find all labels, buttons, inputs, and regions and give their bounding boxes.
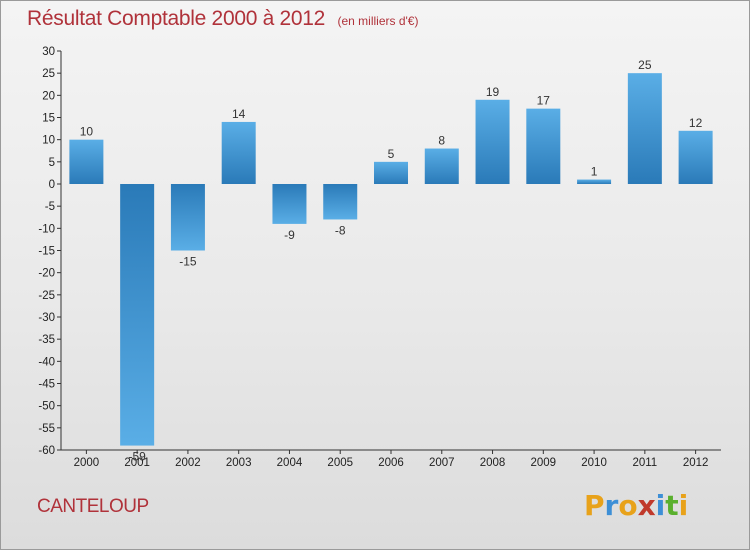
x-tick-label: 2003	[226, 457, 252, 469]
label-layer: 10 -59 -15 14 -9 -8 5 8 19 17 1 25 12	[80, 58, 703, 463]
x-tick-label: 2009	[531, 457, 557, 469]
value-label-2003: 14	[232, 107, 246, 121]
chart-subtitle: (en milliers d'€)	[337, 14, 419, 28]
value-label-2010: 1	[591, 165, 598, 179]
bar-2003	[221, 121, 256, 184]
value-label-2001: -59	[128, 450, 146, 464]
y-tick-label: -35	[38, 334, 55, 346]
value-label-2009: 17	[537, 94, 551, 108]
value-label-2002: -15	[179, 255, 197, 269]
bar-2005	[323, 184, 358, 220]
y-tick-label: -40	[38, 356, 55, 368]
y-tick-label: -10	[38, 223, 55, 235]
x-tick-label: 2006	[378, 457, 404, 469]
logo-letter: i	[678, 489, 689, 522]
value-label-2011: 25	[638, 58, 652, 72]
y-tick-label: 15	[42, 113, 55, 125]
y-tick-label: 0	[49, 179, 55, 191]
bar-2008	[475, 99, 510, 184]
x-tick-label: 2005	[327, 457, 353, 469]
y-tick-label: -55	[38, 423, 55, 435]
axis-layer: 302520151050-5-10-15-20-25-30-35-40-45-5…	[38, 46, 721, 469]
logo-letter: r	[604, 489, 619, 522]
x-tick-label: 2010	[581, 457, 607, 469]
value-label-2006: 5	[388, 147, 395, 161]
x-tick-label: 2011	[632, 457, 657, 469]
y-tick-label: -5	[45, 201, 55, 213]
bar-2004	[272, 184, 307, 224]
y-tick-label: -50	[38, 401, 55, 413]
y-tick-label: 30	[42, 46, 55, 58]
bar-2011	[627, 73, 662, 184]
logo-letter: t	[665, 489, 679, 522]
y-tick-label: 25	[42, 68, 55, 80]
x-tick-label: 2008	[480, 457, 506, 469]
bar-2001	[120, 184, 155, 446]
bar-layer	[69, 73, 713, 446]
y-tick-label: 5	[49, 157, 55, 169]
y-tick-label: -25	[38, 290, 55, 302]
bar-2009	[526, 108, 561, 184]
logo-letter: P	[584, 489, 605, 522]
y-tick-label: 20	[42, 90, 55, 102]
bar-2007	[424, 148, 459, 184]
logo-letter: i	[655, 489, 666, 522]
bar-2000	[69, 139, 104, 184]
x-tick-label: 2004	[277, 457, 303, 469]
logo-letter: o	[618, 489, 638, 522]
value-label-2008: 19	[486, 85, 500, 99]
y-tick-label: -15	[38, 246, 55, 258]
logo-letter: x	[637, 489, 656, 522]
y-tick-label: -60	[38, 445, 55, 457]
commune-name: CANTELOUP	[37, 496, 149, 517]
x-tick-label: 2012	[683, 457, 709, 469]
x-tick-label: 2001	[124, 457, 150, 469]
y-tick-label: 10	[42, 135, 55, 147]
value-label-2004: -9	[284, 228, 295, 242]
value-label-2007: 8	[438, 134, 445, 148]
bar-2012	[678, 130, 713, 184]
value-label-2012: 12	[689, 116, 703, 130]
value-label-2005: -8	[335, 223, 346, 237]
y-tick-label: -20	[38, 268, 55, 280]
proxiti-logo: Proxiti	[584, 489, 688, 522]
y-tick-label: -45	[38, 379, 55, 391]
value-label-2000: 10	[80, 125, 94, 139]
x-tick-label: 2002	[175, 457, 201, 469]
x-tick-label: 2000	[74, 457, 100, 469]
title-block: Résultat Comptable 2000 à 2012 (en milli…	[27, 7, 418, 31]
x-tick-label: 2007	[429, 457, 455, 469]
bar-2002	[170, 184, 205, 251]
bar-2010	[577, 179, 612, 184]
y-tick-label: -30	[38, 312, 55, 324]
bar-2006	[374, 161, 408, 184]
chart-title: Résultat Comptable 2000 à 2012	[27, 7, 326, 30]
